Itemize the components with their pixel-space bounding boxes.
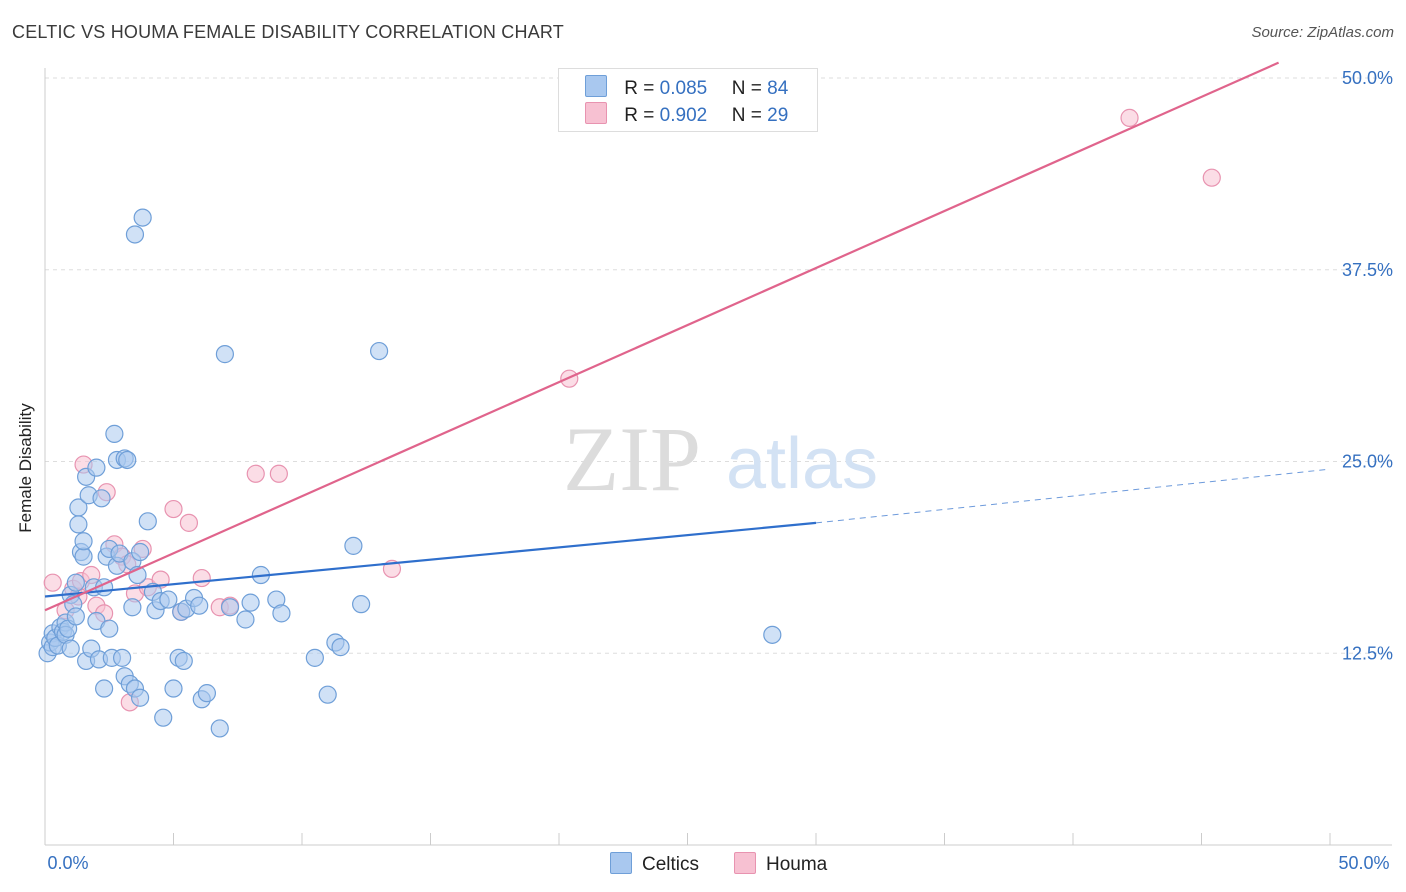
celtics-point — [130, 542, 150, 562]
celtics-point — [210, 719, 229, 738]
celtics-point — [92, 489, 111, 508]
celtics-point — [118, 450, 137, 470]
celtics-point — [164, 679, 183, 698]
legend-row-houma: R = 0.902 N = 29 — [585, 102, 788, 127]
watermark: ZIP atlas — [563, 408, 878, 510]
celtics-point — [130, 688, 150, 707]
celtics-point — [125, 225, 145, 244]
celtics-point — [331, 638, 350, 657]
celtics-swatch — [585, 75, 607, 97]
houma-point — [179, 513, 199, 532]
celtics-swatch — [610, 852, 632, 874]
celtics-point — [220, 598, 240, 617]
celtics-point — [74, 532, 93, 551]
celtics-point — [69, 515, 88, 534]
celtics-point — [61, 639, 80, 658]
bottom-legend-houma[interactable]: Houma — [734, 852, 827, 876]
houma-point — [192, 568, 211, 588]
y-axis-label: Female Disability — [16, 403, 35, 533]
legend-row-celtics: R = 0.085 N = 84 — [585, 75, 788, 100]
celtics-point — [352, 595, 371, 614]
y-tick-label: 37.5% — [1342, 260, 1393, 280]
source-label: Source: ZipAtlas.com — [1251, 24, 1394, 41]
houma-swatch — [585, 102, 607, 124]
celtics-point — [74, 547, 93, 566]
celtics-point — [272, 604, 291, 623]
celtics-point — [215, 345, 234, 364]
houma-point — [1202, 168, 1221, 187]
watermark-atlas: atlas — [726, 424, 878, 504]
celtics-point — [123, 598, 142, 617]
houma-swatch — [734, 852, 756, 874]
houma-point — [246, 464, 265, 483]
legend-n-label: N = — [731, 105, 762, 126]
legend-r-value: 0.902 — [659, 105, 708, 126]
bottom-legend-celtics[interactable]: Celtics — [610, 852, 699, 876]
celtics-trend-extension — [815, 468, 1331, 524]
legend-r-label: R = — [624, 105, 655, 126]
legend-n-value: 84 — [767, 78, 789, 99]
celtics-point — [87, 458, 106, 477]
celtics-point — [66, 573, 85, 592]
celtics-point — [236, 610, 255, 629]
watermark-zip: ZIP — [563, 408, 701, 510]
houma-trend-line — [44, 61, 1280, 612]
celtics-point — [305, 648, 324, 667]
legend-r-value: 0.085 — [659, 78, 708, 99]
axes-layer — [44, 68, 1392, 846]
legend-n-label: N = — [731, 78, 762, 99]
tick-labels: 12.5% 25.0% 37.5% 50.0% 0.0% 50.0% — [47, 68, 1393, 873]
y-tick-label: 50.0% — [1342, 68, 1393, 88]
celtics-point — [66, 607, 85, 626]
houma-point — [1120, 108, 1139, 127]
celtics-trend-line — [44, 521, 817, 598]
houma-point — [164, 499, 183, 519]
chart-title: CELTIC VS HOUMA FEMALE DISABILITY CORREL… — [12, 22, 564, 42]
celtics-point — [763, 625, 782, 644]
celtics-point — [174, 651, 193, 671]
stats-legend: R = 0.085 N = 84 R = 0.902 N = 29 — [558, 68, 818, 132]
celtics-point — [159, 590, 178, 609]
celtics-point — [112, 648, 132, 667]
celtics-legend-label: Celtics — [642, 854, 700, 875]
grid-layer — [45, 77, 1392, 654]
celtics-point — [105, 424, 124, 443]
celtics-point — [370, 341, 389, 361]
celtics-point — [197, 684, 217, 703]
houma-point — [43, 573, 62, 592]
y-tick-label: 25.0% — [1342, 452, 1393, 472]
celtics-point — [133, 208, 152, 227]
celtics-point — [95, 679, 114, 698]
trend-lines — [44, 61, 1331, 612]
celtics-point — [344, 536, 363, 555]
celtics-point — [100, 619, 119, 638]
x-tick-label: 50.0% — [1338, 853, 1389, 873]
y-tick-label: 12.5% — [1342, 643, 1393, 663]
legend-n-value: 29 — [767, 105, 789, 126]
celtics-point — [138, 512, 157, 531]
celtics-point — [318, 685, 337, 704]
celtics-point — [241, 593, 260, 612]
celtics-point — [154, 708, 173, 727]
houma-legend-label: Houma — [766, 854, 828, 875]
x-tick-label: 0.0% — [47, 853, 88, 873]
celtics-points — [38, 208, 782, 738]
celtics-point — [190, 596, 209, 615]
legend-r-label: R = — [624, 78, 655, 99]
houma-point — [269, 464, 288, 483]
